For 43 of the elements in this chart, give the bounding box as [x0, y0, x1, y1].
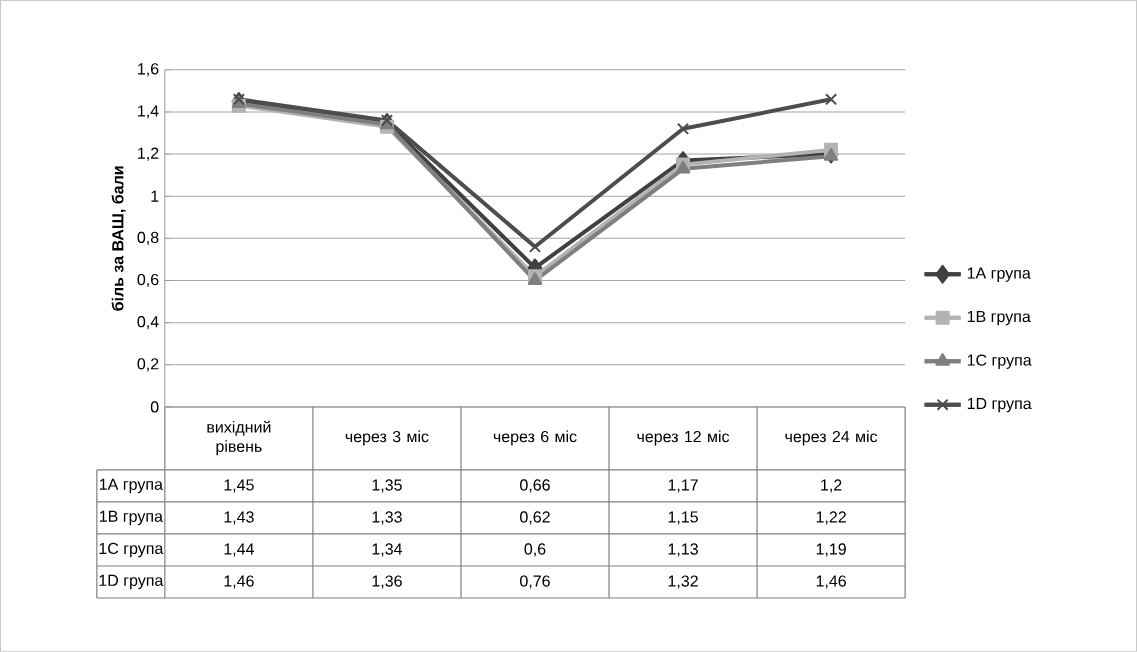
y-tick-label: 0,2: [137, 358, 159, 372]
y-axis-title: біль за ВАШ, бали: [111, 166, 126, 311]
x-tick-label: через 6 міс: [493, 430, 577, 446]
text: 1А група: [100, 478, 163, 494]
data-label: 0,6: [524, 543, 546, 557]
data-label: 1,34: [372, 543, 403, 557]
data-label: 1,17: [668, 479, 698, 493]
legend-label: 1С група: [967, 354, 1032, 370]
legend-label: 1А група: [967, 267, 1031, 283]
data-label: 1,36: [372, 575, 402, 589]
y-tick-label: 0,6: [137, 274, 159, 288]
y-tick-label: 0,4: [137, 316, 159, 330]
data-label: 0,66: [520, 479, 550, 493]
data-label: 0,76: [520, 575, 550, 589]
y-tick-label: 0,8: [137, 231, 159, 246]
x-tick-label: через 12 міс: [637, 430, 730, 446]
y-tick-label: 1,2: [138, 147, 159, 161]
legend-label: 1В група: [967, 311, 1031, 326]
data-label: 1,33: [372, 511, 402, 525]
x-tick-label: через 3 міс: [345, 430, 429, 446]
data-label: 1,43: [224, 511, 254, 525]
y-tick-label: 1,4: [138, 105, 159, 119]
y-tick-label: 1,6: [138, 63, 159, 77]
x-tick-label: вихідний рівень: [207, 420, 271, 456]
data-label: 1,22: [816, 511, 846, 525]
data-label: 1,13: [668, 543, 698, 557]
text: 1С група: [99, 542, 164, 558]
data-label: 1,46: [816, 575, 846, 589]
y-tick-label: 0: [150, 401, 159, 413]
data-label: 1,44: [224, 543, 254, 557]
data-label: 1,2: [821, 479, 842, 493]
y-tick-label: 1: [151, 190, 159, 202]
data-label: 1,45: [224, 479, 254, 493]
data-label: 1,32: [668, 575, 698, 589]
data-label: 1,35: [372, 479, 402, 493]
text: 1D група: [99, 574, 164, 590]
data-label: 0,62: [520, 511, 550, 525]
x-tick-label: через 24 міс: [785, 430, 878, 446]
text: 1В група: [100, 510, 163, 526]
data-label: 1,19: [816, 543, 846, 557]
data-label: 1,15: [668, 511, 698, 525]
legend-label: 1D група: [967, 398, 1032, 413]
data-label: 1,46: [224, 575, 254, 589]
